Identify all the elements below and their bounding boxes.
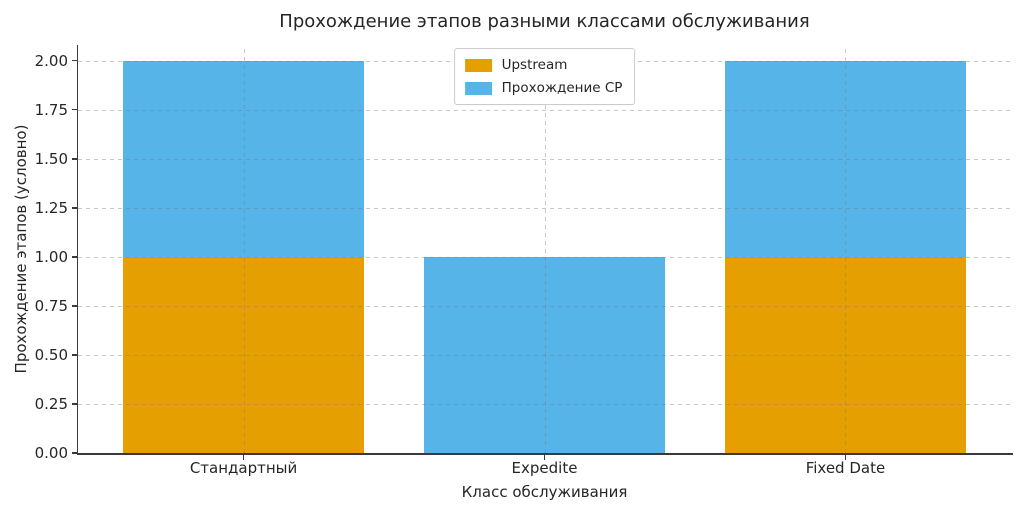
y-tick-label: 1.00: [34, 247, 68, 266]
chart-title: Прохождение этапов разными классами обсл…: [279, 11, 810, 32]
y-axis-spine: [76, 45, 78, 455]
gridline-horizontal: [78, 207, 1011, 209]
legend-item-upstream: Upstream: [464, 57, 623, 73]
y-tick-mark: [71, 59, 77, 62]
gridline-horizontal: [78, 109, 1011, 111]
y-tick-label: 1.75: [34, 100, 68, 119]
plot-area: Upstream Прохождение CP: [78, 45, 1011, 453]
y-tick-label: 0.75: [34, 296, 68, 315]
bar-segment--cp: [123, 60, 364, 257]
gridline-horizontal: [78, 403, 1011, 405]
gridline-horizontal: [78, 158, 1011, 160]
x-tick-mark: [242, 454, 245, 460]
x-tick-label: Fixed Date: [805, 459, 886, 477]
y-tick-label: 2.00: [34, 51, 68, 70]
gridline-horizontal: [78, 354, 1011, 356]
y-tick-mark: [71, 354, 77, 356]
x-axis-label: Класс обслуживания: [461, 483, 628, 501]
y-tick-label: 1.50: [34, 149, 68, 168]
legend-swatch-prohozhdenie-cp: [464, 81, 492, 95]
legend-label-prohozhdenie-cp: Прохождение CP: [501, 80, 623, 96]
gridline-vertical: [243, 45, 245, 453]
x-tick-label: Стандартный: [189, 459, 298, 477]
y-tick-mark: [71, 256, 77, 258]
y-tick-label: 0.00: [34, 444, 68, 462]
x-axis-spine: [76, 453, 1013, 455]
gridline-horizontal: [78, 305, 1011, 307]
y-tick-mark: [71, 305, 77, 307]
y-tick-mark: [71, 403, 77, 405]
gridline-horizontal: [78, 256, 1011, 258]
legend: Upstream Прохождение CP: [453, 48, 636, 105]
gridline-vertical: [845, 45, 847, 453]
y-tick-mark: [71, 158, 77, 160]
gridline-vertical: [544, 45, 546, 453]
y-tick-label: 0.25: [34, 394, 68, 413]
legend-item-prohozhdenie-cp: Прохождение CP: [464, 80, 623, 96]
bar-segment--cp: [424, 256, 665, 453]
x-tick-label: Expedite: [511, 459, 578, 477]
bar-segment-upstream: [123, 256, 364, 453]
y-tick-label: 1.25: [34, 198, 68, 217]
legend-swatch-upstream: [464, 58, 492, 72]
y-tick-mark: [71, 452, 77, 454]
legend-label-upstream: Upstream: [501, 57, 568, 73]
y-tick-mark: [71, 108, 77, 111]
bar-segment--cp: [725, 60, 966, 257]
x-tick-mark: [844, 454, 847, 460]
y-tick-mark: [71, 207, 77, 209]
y-tick-label: 0.50: [34, 345, 68, 364]
bar-segment-upstream: [725, 256, 966, 453]
x-tick-mark: [543, 454, 546, 460]
